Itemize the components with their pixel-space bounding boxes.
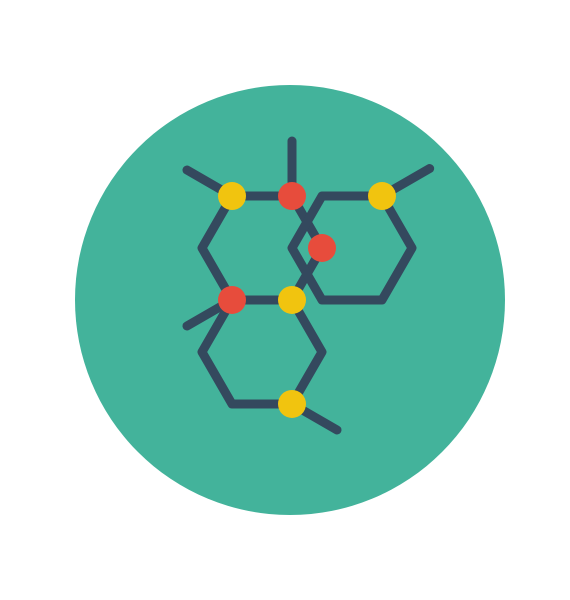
molecule-icon xyxy=(0,0,570,600)
molecule-icon-container xyxy=(0,0,570,600)
